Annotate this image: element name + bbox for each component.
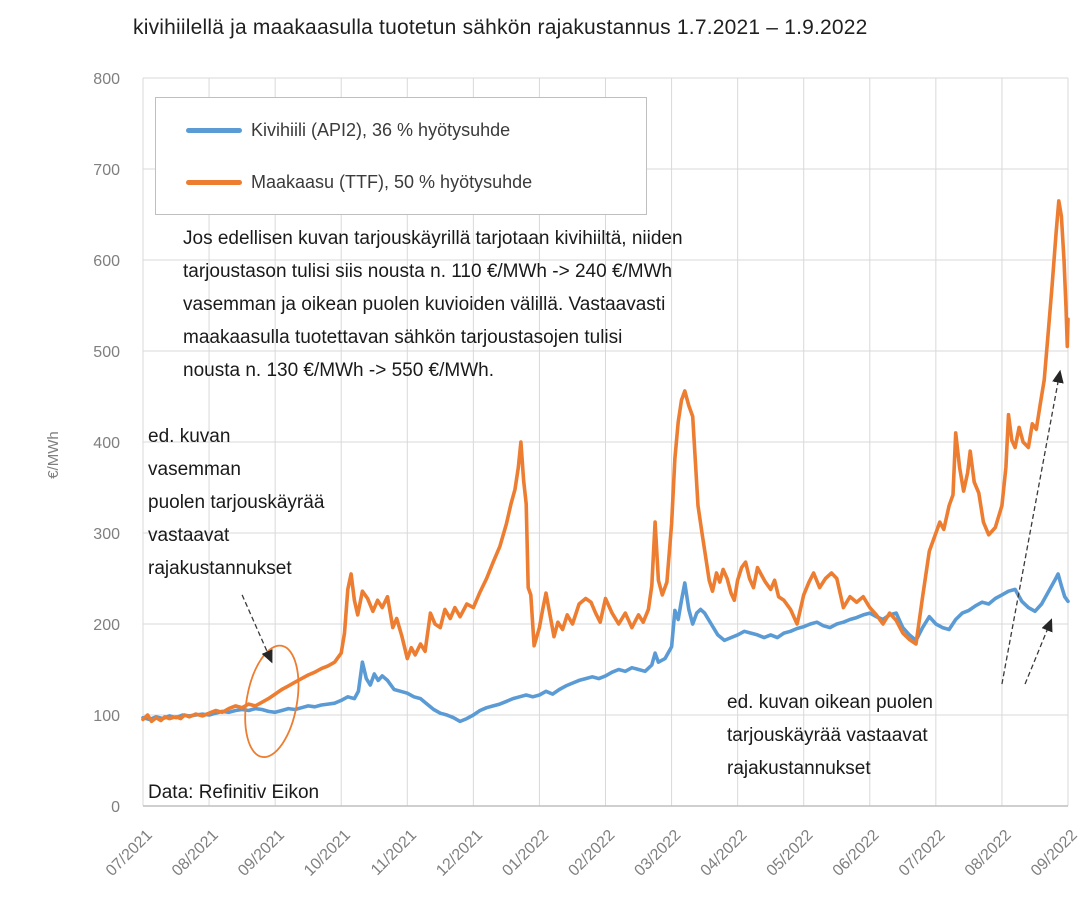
y-tick-label: 300 [93,526,120,543]
legend-item-maakaasu: Maakaasu (TTF), 50 % hyötysuhde [156,172,646,193]
x-tick-label: 06/2022 [830,827,883,880]
x-tick-label: 12/2021 [433,827,486,880]
y-tick-label: 500 [93,344,120,361]
note-offer-levels: Jos edellisen kuvan tarjouskäyrillä tarj… [183,228,683,381]
x-tick-label: 11/2021 [368,827,420,879]
x-tick-label: 08/2021 [169,827,222,880]
y-tick-label: 0 [111,799,120,816]
x-tick-label: 10/2021 [301,827,354,880]
y-tick-label: 700 [93,162,120,179]
annotation-arrow-2 [1001,369,1064,685]
y-tick-label: 600 [93,253,120,270]
x-tick-label: 07/2022 [896,827,949,880]
x-tick-label: 09/2021 [235,827,288,880]
annotation-arrow-1 [241,594,273,664]
kivihiili-line-swatch-icon [186,127,242,133]
legend-label-maakaasu: Maakaasu (TTF), 50 % hyötysuhde [251,171,533,192]
data-source: Data: Refinitiv Eikon [148,782,320,803]
legend-label-kivihiili: Kivihiili (API2), 36 % hyötysuhde [251,119,511,140]
x-tick-label: 08/2022 [962,827,1015,880]
y-tick-label: 400 [93,435,120,452]
legend-item-kivihiili: Kivihiili (API2), 36 % hyötysuhde [156,120,646,141]
y-axis-title: €/MWh [45,431,62,479]
x-tick-label: 03/2022 [631,827,684,880]
y-tick-label: 100 [93,708,120,725]
y-tick-label: 200 [93,617,120,634]
note-left-curve: ed. kuvan vasemman puolen tarjouskäyrää … [148,426,325,579]
note-right-curve: ed. kuvan oikean puolen tarjouskäyrää va… [727,692,933,779]
x-tick-label: 07/2021 [103,827,156,880]
maakaasu-line-swatch-icon [186,179,242,185]
legend: Kivihiili (API2), 36 % hyötysuhde Maakaa… [155,97,647,215]
x-tick-label: 04/2022 [698,827,751,880]
x-tick-label: 01/2022 [499,827,552,880]
x-tick-label: 02/2022 [565,827,618,880]
annotation-arrow-3 [1024,618,1053,685]
highlight-ellipse [244,644,300,758]
series-line-maakaasu [141,199,1070,724]
x-tick-label: 09/2022 [1028,827,1081,880]
x-tick-label: 05/2022 [764,827,817,880]
y-tick-label: 800 [93,71,120,88]
chart-title: kivihiilellä ja maakaasulla tuotetun säh… [133,16,868,39]
